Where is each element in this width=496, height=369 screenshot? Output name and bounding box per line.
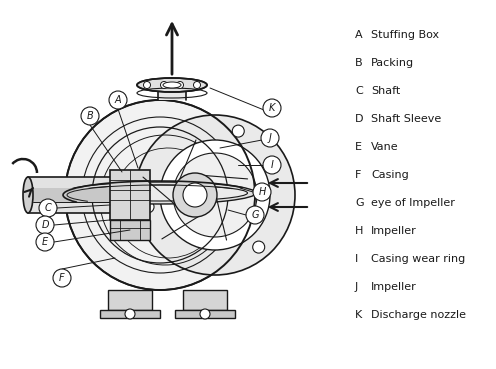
Text: J: J	[268, 133, 271, 143]
Text: H: H	[258, 187, 266, 197]
Ellipse shape	[163, 82, 181, 88]
Text: E: E	[42, 237, 48, 247]
Text: D: D	[355, 114, 364, 124]
Circle shape	[135, 115, 295, 275]
Polygon shape	[33, 188, 115, 202]
Circle shape	[200, 309, 210, 319]
Circle shape	[36, 216, 54, 234]
Ellipse shape	[137, 78, 207, 92]
Text: Impeller: Impeller	[371, 282, 417, 292]
Text: B: B	[355, 58, 363, 68]
Ellipse shape	[64, 182, 256, 204]
Circle shape	[36, 233, 54, 251]
Polygon shape	[100, 310, 160, 318]
Text: Discharge nozzle: Discharge nozzle	[371, 310, 466, 320]
Polygon shape	[108, 290, 152, 310]
Circle shape	[263, 99, 281, 117]
Circle shape	[173, 153, 257, 237]
Circle shape	[246, 206, 264, 224]
Circle shape	[173, 173, 217, 217]
Circle shape	[252, 241, 265, 253]
Text: B: B	[87, 111, 93, 121]
Circle shape	[183, 183, 207, 207]
Circle shape	[65, 100, 255, 290]
Text: A: A	[115, 95, 122, 105]
Text: E: E	[355, 142, 362, 152]
Polygon shape	[28, 177, 115, 213]
Text: A: A	[355, 30, 363, 40]
Polygon shape	[110, 170, 150, 220]
Circle shape	[53, 269, 71, 287]
Text: G: G	[251, 210, 259, 220]
Text: Packing: Packing	[371, 58, 414, 68]
Text: D: D	[41, 220, 49, 230]
Text: Shaft Sleeve: Shaft Sleeve	[371, 114, 441, 124]
Circle shape	[160, 140, 270, 250]
Text: C: C	[355, 86, 363, 96]
Text: F: F	[355, 170, 362, 180]
Polygon shape	[183, 290, 227, 310]
Circle shape	[125, 309, 135, 319]
Text: J: J	[355, 282, 358, 292]
Text: H: H	[355, 226, 364, 236]
Text: eye of Impeller: eye of Impeller	[371, 198, 455, 208]
Polygon shape	[158, 85, 186, 100]
Circle shape	[109, 91, 127, 109]
Polygon shape	[175, 310, 235, 318]
Circle shape	[142, 201, 154, 213]
Circle shape	[232, 125, 244, 137]
Text: K: K	[269, 103, 275, 113]
Text: Impeller: Impeller	[371, 226, 417, 236]
Ellipse shape	[23, 177, 33, 213]
Circle shape	[81, 107, 99, 125]
Circle shape	[193, 82, 200, 89]
Text: C: C	[45, 203, 52, 213]
Text: G: G	[355, 198, 364, 208]
Circle shape	[161, 82, 168, 89]
Ellipse shape	[72, 185, 248, 201]
Text: Shaft: Shaft	[371, 86, 400, 96]
Text: F: F	[59, 273, 65, 283]
Circle shape	[143, 82, 150, 89]
Circle shape	[263, 156, 281, 174]
Circle shape	[39, 199, 57, 217]
Text: Casing: Casing	[371, 170, 409, 180]
Text: I: I	[270, 160, 273, 170]
Circle shape	[177, 82, 184, 89]
Text: Stuffing Box: Stuffing Box	[371, 30, 439, 40]
Polygon shape	[110, 220, 150, 240]
Text: I: I	[355, 254, 358, 264]
Text: Casing wear ring: Casing wear ring	[371, 254, 465, 264]
Circle shape	[261, 129, 279, 147]
Text: K: K	[355, 310, 362, 320]
Text: Vane: Vane	[371, 142, 399, 152]
Circle shape	[253, 183, 271, 201]
